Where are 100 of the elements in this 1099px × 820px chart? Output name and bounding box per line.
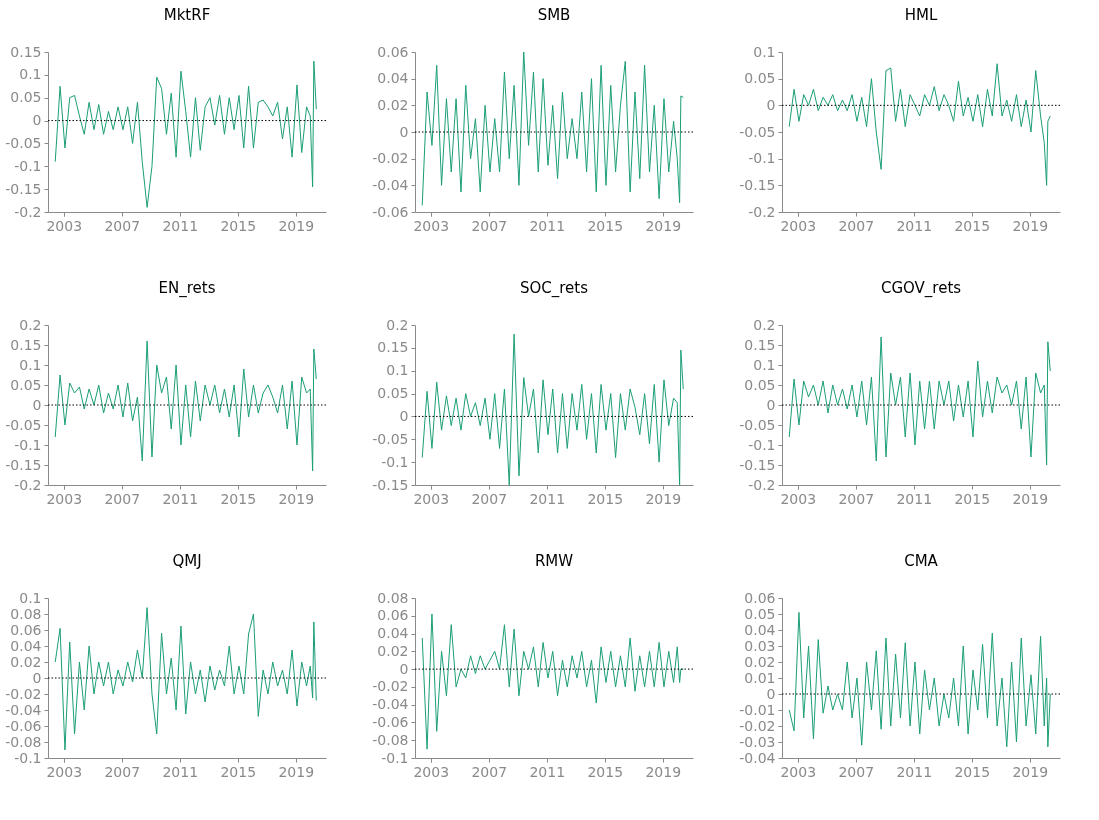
y-tick-label: -0.15 (739, 456, 776, 473)
x-tick-label: 2003 (780, 490, 817, 507)
x-tick-label: 2003 (413, 763, 450, 780)
y-tick-label: -0.1 (14, 436, 42, 453)
y-tick-label: -0.08 (372, 731, 409, 748)
y-tick-label: -0.05 (5, 134, 42, 151)
y-tick-label: -0.2 (14, 203, 42, 220)
y-tick-label: 0.08 (10, 605, 42, 622)
y-tick-label: 0.15 (377, 339, 409, 356)
x-tick-label: 2019 (1012, 217, 1049, 234)
y-tick-label: -0.2 (748, 203, 776, 220)
y-tick-label: 0.04 (744, 621, 776, 638)
y-tick-label: -0.02 (372, 678, 409, 695)
x-tick-label: 2011 (896, 217, 933, 234)
y-tick-label: -0.06 (372, 713, 409, 730)
y-tick-label: 0.1 (753, 43, 776, 60)
y-tick-label: 0.2 (753, 316, 776, 333)
y-tick-label: 0.02 (10, 653, 42, 670)
x-tick-label: 2003 (46, 763, 83, 780)
y-tick-label: -0.2 (14, 476, 42, 493)
y-tick-label: 0 (766, 685, 776, 702)
y-tick-label: -0.04 (739, 749, 776, 766)
y-tick-label: 0.1 (19, 589, 42, 606)
chart-title: SMB (537, 6, 571, 24)
line-series (421, 52, 684, 206)
y-tick-label: 0.03 (744, 637, 776, 654)
y-tick-label: -0.05 (739, 416, 776, 433)
x-tick-label: 2011 (529, 763, 566, 780)
x-tick-label: 2019 (645, 490, 682, 507)
y-tick-label: -0.03 (739, 733, 776, 750)
y-tick-label: 0.2 (386, 316, 409, 333)
y-tick-label: 0 (32, 396, 42, 413)
chart-title: CMA (904, 552, 939, 570)
chart-title: EN_rets (158, 279, 216, 298)
y-tick-label: 0.06 (377, 43, 409, 60)
x-tick-label: 2015 (587, 217, 624, 234)
y-tick-label: -0.15 (372, 476, 409, 493)
x-tick-label: 2019 (278, 490, 315, 507)
y-tick-label: 0 (32, 669, 42, 686)
y-tick-label: -0.05 (372, 430, 409, 447)
y-tick-label: -0.06 (372, 203, 409, 220)
x-tick-label: 2007 (104, 490, 141, 507)
y-tick-label: 0.05 (744, 605, 776, 622)
y-tick-label: 0.1 (386, 362, 409, 379)
y-tick-label: 0.15 (10, 43, 42, 60)
y-tick-label: 0.02 (744, 653, 776, 670)
y-tick-label: 0 (399, 123, 409, 140)
x-tick-label: 2011 (162, 763, 199, 780)
y-tick-label: 0 (399, 660, 409, 677)
y-tick-label: 0.1 (753, 356, 776, 373)
y-tick-label: -0.15 (5, 456, 42, 473)
chart-title: RMW (534, 552, 574, 570)
x-tick-label: 2019 (645, 763, 682, 780)
x-tick-label: 2003 (780, 217, 817, 234)
x-tick-label: 2007 (838, 763, 875, 780)
y-tick-label: -0.02 (5, 685, 42, 702)
x-tick-label: 2015 (220, 490, 257, 507)
y-tick-label: -0.04 (372, 176, 409, 193)
x-tick-label: 2003 (413, 490, 450, 507)
x-tick-label: 2019 (1012, 490, 1049, 507)
x-tick-label: 2019 (278, 217, 315, 234)
chart-title: CGOV_rets (880, 279, 962, 298)
y-tick-label: 0.05 (10, 89, 42, 106)
y-tick-label: -0.15 (739, 176, 776, 193)
y-tick-label: 0.05 (10, 376, 42, 393)
line-series (421, 333, 684, 485)
y-tick-label: -0.05 (5, 416, 42, 433)
x-tick-label: 2011 (162, 217, 199, 234)
y-tick-label: -0.04 (5, 701, 42, 718)
y-tick-label: -0.15 (5, 180, 42, 197)
y-tick-label: 0 (766, 396, 776, 413)
y-tick-label: 0.06 (744, 589, 776, 606)
chart-title: SOC_rets (519, 279, 589, 298)
chart-title: QMJ (172, 552, 202, 570)
x-tick-label: 2011 (529, 490, 566, 507)
x-tick-label: 2007 (471, 763, 508, 780)
line-series (54, 340, 317, 472)
y-tick-label: 0.02 (377, 642, 409, 659)
y-tick-label: 0.04 (377, 625, 409, 642)
y-tick-label: -0.02 (372, 150, 409, 167)
y-tick-label: -0.04 (372, 696, 409, 713)
line-series (788, 336, 1051, 466)
x-tick-label: 2015 (587, 490, 624, 507)
x-tick-label: 2003 (46, 490, 83, 507)
y-tick-label: 0.06 (10, 621, 42, 638)
y-tick-label: 0.05 (377, 385, 409, 402)
x-tick-label: 2015 (954, 763, 991, 780)
x-tick-label: 2007 (471, 490, 508, 507)
y-tick-label: 0 (766, 96, 776, 113)
x-tick-label: 2007 (838, 490, 875, 507)
x-tick-label: 2015 (220, 217, 257, 234)
x-tick-label: 2015 (954, 490, 991, 507)
y-tick-label: -0.1 (748, 150, 776, 167)
x-tick-label: 2007 (104, 217, 141, 234)
x-tick-label: 2011 (896, 763, 933, 780)
x-tick-label: 2003 (413, 217, 450, 234)
x-tick-label: 2019 (645, 217, 682, 234)
x-tick-label: 2007 (104, 763, 141, 780)
y-tick-label: 0.15 (744, 336, 776, 353)
y-tick-label: 0.05 (744, 70, 776, 87)
